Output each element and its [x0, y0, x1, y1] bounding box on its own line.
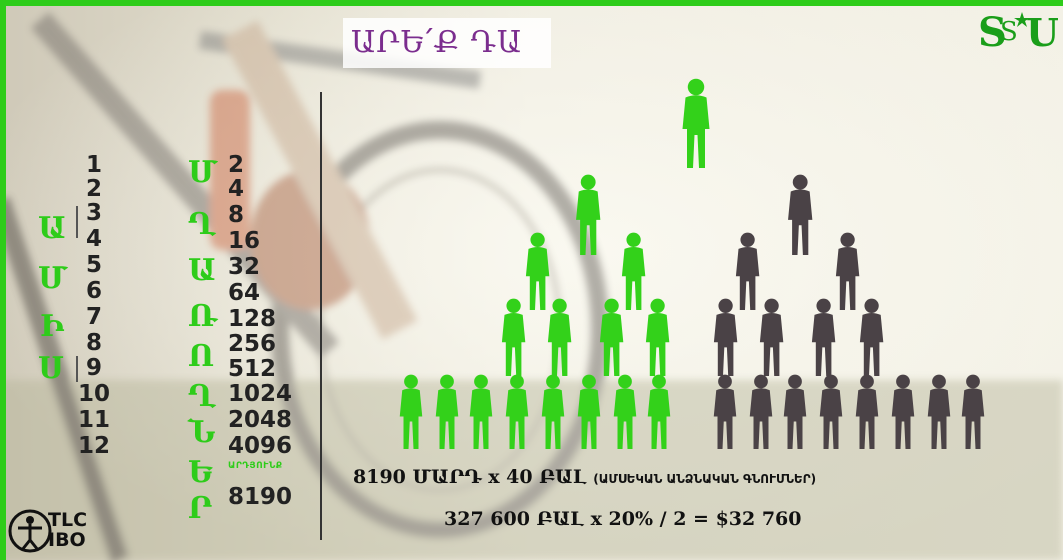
svg-text:S: S: [978, 9, 1007, 54]
svg-text:U: U: [1026, 10, 1058, 54]
person-dark-icon: [835, 232, 860, 310]
person-dark-icon: [759, 298, 784, 376]
month-number: 9: [86, 355, 103, 381]
person-dark-icon: [819, 374, 843, 449]
partner-count: 8: [228, 202, 245, 228]
person-dark-icon: [811, 298, 836, 376]
month-number: 10: [78, 381, 111, 407]
person-dark-icon: [855, 374, 879, 449]
person-green-icon: [399, 374, 423, 449]
months-bracket: [76, 206, 78, 238]
person-dark-icon: [713, 298, 738, 376]
person-dark-icon: [788, 174, 813, 255]
person-green-icon: [541, 374, 565, 449]
person-dark-icon: [891, 374, 915, 449]
formula-line-1: 8190 ՄԱՐԴ x 40 ԲԱԼ (ԱՄՍԵԿԱՆ ԱՆՁՆԱԿԱՆ ԳՆՈ…: [353, 466, 816, 488]
sum-value: 8190: [228, 484, 293, 510]
person-dark-icon: [735, 232, 760, 310]
person-dark-icon: [783, 374, 807, 449]
partners-label-letter-8: Ե: [188, 455, 213, 490]
pyramid-figures: [399, 78, 985, 449]
top-accent-bar: [0, 0, 1063, 6]
formula-main: 8190 ՄԱՐԴ x 40 ԲԱԼ: [353, 466, 587, 488]
left-accent-bar: [0, 0, 6, 560]
partners-label-letter-1: Մ: [188, 155, 218, 190]
months-bracket-lower: [76, 356, 78, 382]
partners-label-letter-3: Ա: [188, 253, 217, 288]
person-green-icon: [682, 78, 710, 168]
svg-text:S: S: [1000, 17, 1018, 47]
partner-count: 2: [228, 152, 245, 178]
person-dark-icon: [713, 374, 737, 449]
person-dark-icon: [749, 374, 773, 449]
months-label-letter-4: Ս: [38, 351, 65, 386]
person-green-icon: [647, 374, 671, 449]
month-number: 11: [78, 407, 111, 433]
person-green-icon: [435, 374, 459, 449]
partners-label-letter-4: Ռ: [188, 299, 217, 334]
person-green-icon: [469, 374, 493, 449]
partner-count: 64: [228, 280, 261, 306]
person-green-icon: [613, 374, 637, 449]
month-number: 2: [86, 176, 103, 202]
partner-count: 4: [228, 176, 245, 202]
person-green-icon: [547, 298, 572, 376]
person-dark-icon: [961, 374, 985, 449]
formula-line-2: 327 600 ԲԱԼ x 20% / 2 = $32 760: [444, 508, 802, 530]
partner-count: 256: [228, 331, 277, 357]
partner-count: 2048: [228, 407, 293, 433]
person-green-icon: [599, 298, 624, 376]
month-number: 5: [86, 252, 103, 278]
partner-count: 128: [228, 306, 277, 332]
partners-label-letter-5: Ո: [188, 339, 215, 374]
vertical-divider: [320, 92, 322, 540]
month-number: 3: [86, 200, 103, 226]
person-green-icon: [501, 298, 526, 376]
partner-count: 4096: [228, 433, 293, 459]
person-green-icon: [621, 232, 646, 310]
partner-count: 1024: [228, 381, 293, 407]
person-green-icon: [525, 232, 550, 310]
partners-label-letter-9: Ր: [188, 491, 213, 526]
sum-label: ԱՐԴՅՈՒՆՔ: [228, 461, 283, 471]
partner-count: 32: [228, 254, 261, 280]
person-green-icon: [645, 298, 670, 376]
months-label-letter-3: Ի: [40, 309, 65, 344]
tlc-ibo-wordmark: TLC IBO: [48, 510, 87, 550]
person-dark-icon: [927, 374, 951, 449]
month-number: 7: [86, 304, 103, 330]
person-green-icon: [577, 374, 601, 449]
month-number: 1: [86, 152, 103, 178]
partners-label-letter-2: Ղ: [188, 207, 216, 242]
month-number: 8: [86, 330, 103, 356]
ssu-logo: S S U: [978, 9, 1058, 54]
month-number: 12: [78, 433, 111, 459]
person-green-icon: [576, 174, 601, 255]
person-dark-icon: [859, 298, 884, 376]
partner-count: 16: [228, 228, 261, 254]
person-green-icon: [505, 374, 529, 449]
month-number: 6: [86, 278, 103, 304]
partner-count: 512: [228, 356, 277, 382]
people-pyramid: [399, 78, 985, 449]
formula-note: (ԱՄՍԵԿԱՆ ԱՆՁՆԱԿԱՆ ԳՆՈՒՄՆԵՐ): [593, 472, 817, 486]
brand-line-1: TLC: [48, 509, 88, 531]
months-label-letter-1: Ա: [38, 211, 67, 246]
months-label-letter-2: Մ: [38, 261, 68, 296]
month-number: 4: [86, 226, 103, 252]
page-title: ԱՐԵ՛Ք ԴԱ: [343, 18, 551, 68]
tlc-ibo-logo-mark: [8, 509, 52, 553]
partners-label-letter-6: Ղ: [188, 379, 216, 414]
partners-label-letter-7: Ն: [188, 415, 216, 450]
brand-line-2: IBO: [48, 529, 86, 551]
